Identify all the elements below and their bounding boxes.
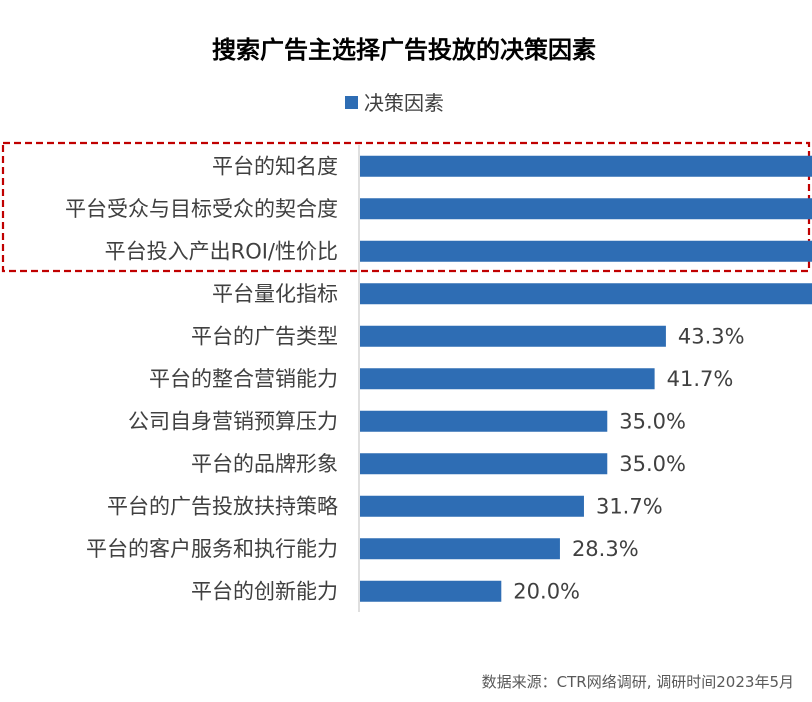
category-label-9: 平台的广告投放扶持策略 — [107, 494, 338, 518]
bar-9 — [360, 495, 584, 517]
category-label-3: 平台投入产出ROI/性价比 — [105, 239, 338, 263]
category-label-2: 平台受众与目标受众的契合度 — [65, 197, 338, 221]
category-labels: 平台的知名度平台受众与目标受众的契合度平台投入产出ROI/性价比平台量化指标平台… — [65, 154, 338, 603]
bars — [360, 155, 812, 602]
category-label-6: 平台的整合营销能力 — [149, 367, 338, 391]
source-note: 数据来源：CTR网络调研, 调研时间2023年5月 — [482, 673, 794, 691]
category-label-4: 平台量化指标 — [212, 282, 338, 306]
bar-11 — [360, 580, 502, 602]
bar-7 — [360, 410, 608, 432]
chart-title: 搜索广告主选择广告投放的决策因素 — [212, 36, 596, 64]
bar-8 — [360, 453, 608, 475]
bar-1 — [360, 155, 812, 177]
legend-label: 决策因素 — [364, 91, 444, 115]
category-label-11: 平台的创新能力 — [191, 579, 338, 603]
category-label-7: 公司自身营销预算压力 — [128, 409, 338, 433]
category-label-8: 平台的品牌形象 — [191, 452, 338, 476]
value-labels: 81.7%76.7%75.0%66.7%43.3%41.7%35.0%35.0%… — [513, 324, 745, 603]
legend: 决策因素 — [345, 91, 444, 115]
value-label-9: 31.7% — [596, 494, 663, 518]
value-label-8: 35.0% — [619, 452, 686, 476]
value-label-10: 28.3% — [572, 537, 639, 561]
value-label-6: 41.7% — [667, 367, 734, 391]
bar-5 — [360, 325, 666, 347]
value-label-5: 43.3% — [678, 324, 745, 348]
category-label-10: 平台的客户服务和执行能力 — [86, 537, 338, 561]
bar-4 — [360, 283, 812, 305]
category-label-1: 平台的知名度 — [212, 154, 338, 178]
bar-3 — [360, 240, 812, 262]
category-label-5: 平台的广告类型 — [191, 324, 338, 348]
bar-10 — [360, 538, 560, 560]
value-label-7: 35.0% — [619, 409, 686, 433]
value-label-11: 20.0% — [513, 579, 580, 603]
bar-6 — [360, 368, 655, 390]
bar-2 — [360, 198, 812, 220]
legend-swatch — [345, 96, 358, 109]
